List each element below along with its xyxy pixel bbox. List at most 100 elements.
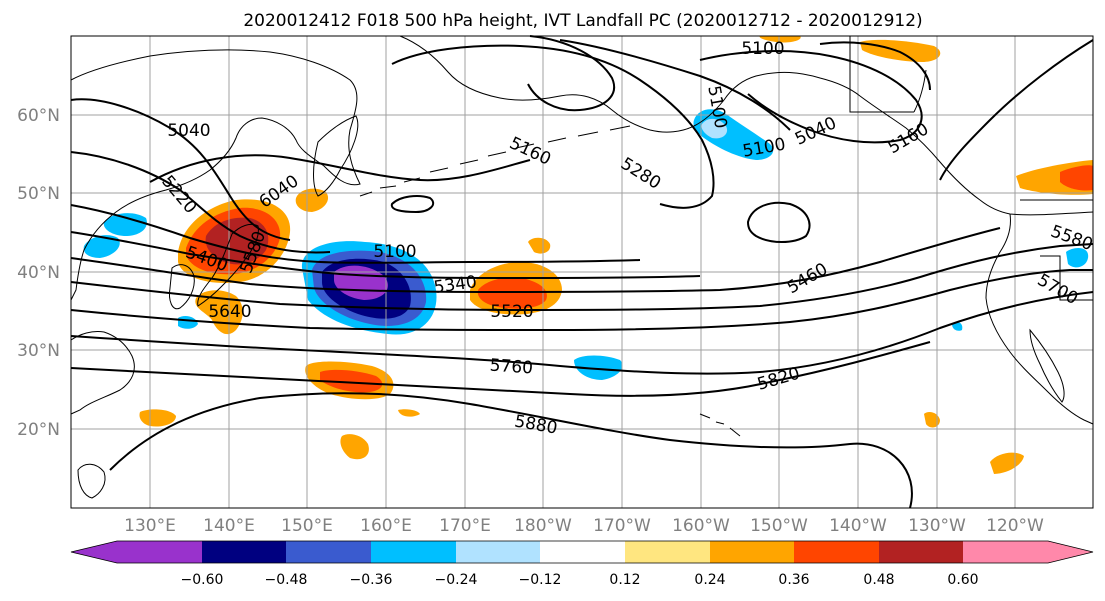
contour-5280: [70, 204, 641, 264]
ivt-positive-small-east2: [924, 412, 940, 428]
contour-5040: [70, 98, 291, 241]
ivt-negative-lightblue-area-alaska: [701, 118, 728, 139]
contour-label-5760: 5760: [489, 356, 534, 379]
colorbar: −0.60 −0.48 −0.36 −0.24 −0.12 0.12 0.24 …: [70, 540, 1094, 588]
contour-5760: [70, 291, 1094, 375]
colorbar-segment-redorange: [794, 541, 879, 563]
contour-5220: [70, 151, 331, 254]
contour-closed-low: [390, 195, 435, 214]
colorbar-outline: [70, 540, 1094, 564]
contour-label-5100-north: 5100: [741, 39, 784, 59]
contour-label-5100-center: 5100: [373, 242, 416, 262]
philippines-coastline: [77, 463, 106, 499]
colorbar-segment-firebrick: [879, 541, 963, 563]
colorbar-segment-yellow: [625, 541, 710, 563]
map-frame: [70, 35, 1094, 509]
lon-label-170w: 170°W: [593, 516, 651, 536]
colorbar-extend-low: [71, 541, 117, 563]
colorbar-tick-036: 0.36: [778, 572, 809, 588]
ivt-negative-small-central: [574, 355, 623, 380]
ivt-negative-small-east: [1066, 248, 1089, 268]
contour-label-5520: 5520: [490, 302, 533, 322]
contour-5160: [391, 44, 715, 209]
contour-5460: [70, 227, 1001, 294]
asia-coastline: [70, 49, 361, 301]
ivt-positive-redorange-area-subtropics: [320, 369, 383, 393]
lat-label-50n: 50°N: [17, 184, 60, 204]
contour-5040-alaska: [699, 50, 923, 144]
lon-label-140e: 140°E: [203, 516, 255, 536]
ivt-positive-small-south2: [398, 409, 420, 417]
lat-label-60n: 60°N: [17, 106, 60, 126]
colorbar-tick-048: 0.48: [863, 572, 894, 588]
china-coastline: [70, 331, 135, 415]
ivt-positive-redorange-ne: [1060, 165, 1093, 191]
colorbar-segment-navy: [202, 541, 286, 563]
contour-5700: [70, 269, 1093, 332]
colorbar-extend-high: [1048, 541, 1093, 563]
ivt-negative-small-west2: [103, 213, 147, 236]
colorbar-segment-purple: [117, 541, 202, 563]
colorbar-segment-lightblue: [456, 541, 540, 563]
contour-5100-north-east: [819, 41, 931, 91]
ivt-positive-small-dateline: [528, 237, 551, 254]
lon-label-150e: 150°E: [281, 516, 333, 536]
lat-label-20n: 20°N: [17, 420, 60, 440]
alaska-coastline: [399, 35, 1094, 216]
ivt-negative-small-east2: [952, 322, 963, 331]
colorbar-segment-orange: [710, 541, 794, 563]
latitude-labels: 60°N 50°N 40°N 30°N 20°N: [17, 106, 60, 440]
contour-5340: [70, 231, 701, 279]
ivt-positive-small-south: [340, 434, 369, 460]
map-area: 5040 5100 5220 6040 5400 5640 5160 5280 …: [70, 35, 1095, 509]
lon-label-120w: 120°W: [986, 516, 1044, 536]
contour-label-5640: 5640: [208, 302, 251, 322]
lon-label-130e: 130°E: [124, 516, 176, 536]
map-title: 2020012412 F018 500 hPa height, IVT Land…: [243, 11, 922, 31]
lon-label-140w: 140°W: [829, 516, 887, 536]
colorbar-segment-pink: [963, 541, 1048, 563]
lat-label-40n: 40°N: [17, 263, 60, 283]
ivt-negative-small-west: [83, 235, 120, 258]
lon-label-150w: 150°W: [750, 516, 808, 536]
height-contours: [70, 35, 1094, 509]
lon-label-180w: 180°W: [514, 516, 572, 536]
contour-5580: [70, 243, 1094, 312]
us-state-borders: [1040, 255, 1093, 301]
lon-label-130w: 130°W: [908, 516, 966, 536]
ivt-positive-firebrick-area-japan: [205, 217, 269, 265]
colorbar-tick-neg-012: −0.12: [519, 572, 562, 588]
colorbar-tick-012: 0.12: [609, 572, 640, 588]
colorbar-tick-060: 0.60: [947, 572, 978, 588]
lon-label-170e: 170°E: [439, 516, 491, 536]
contour-label-5040-west: 5040: [167, 121, 210, 141]
contour-5100-north: [149, 154, 531, 183]
contour-closed-feature: [746, 201, 811, 243]
colorbar-tick-neg-048: −0.48: [265, 572, 308, 588]
lat-label-30n: 30°N: [17, 341, 60, 361]
colorbar-segment-white: [540, 541, 625, 563]
lon-label-160w: 160°W: [672, 516, 730, 536]
contour-5820: [70, 341, 931, 397]
north-america-coastline: [985, 213, 1094, 425]
colorbar-segment-sky: [371, 541, 456, 563]
contour-5100-alaska: [559, 39, 791, 131]
baja-coastline: [1029, 328, 1065, 403]
colorbar-tick-024: 0.24: [694, 572, 725, 588]
contour-5580-east: [939, 39, 1094, 181]
korea-coastline: [169, 264, 195, 310]
hawaii-islands: [699, 413, 741, 437]
colorbar-tick-neg-036: −0.36: [350, 572, 393, 588]
colorbar-tick-neg-024: −0.24: [435, 572, 478, 588]
colorbar-tick-neg-060: −0.60: [181, 572, 224, 588]
longitude-labels: 130°E 140°E 150°E 160°E 170°E 180°W 170°…: [124, 516, 1044, 536]
colorbar-segment-blue: [286, 541, 371, 563]
ivt-positive-small-west: [139, 409, 176, 427]
kamchatka-coastline: [313, 115, 359, 197]
ivt-positive-redorange-area-dateline: [477, 277, 547, 309]
lon-label-160e: 160°E: [360, 516, 412, 536]
ivt-positive-orange-north2: [759, 36, 801, 43]
contour-north-loop: [527, 35, 615, 112]
contour-5880: [109, 392, 913, 509]
